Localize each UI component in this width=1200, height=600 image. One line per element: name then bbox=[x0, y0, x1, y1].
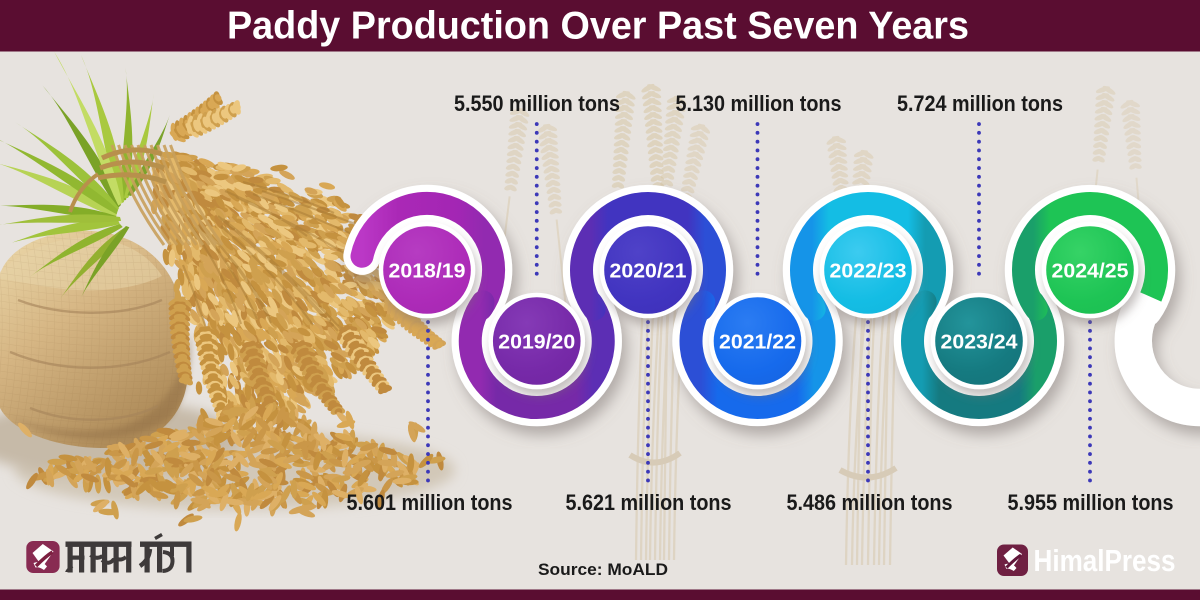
svg-text:HimalPress: HimalPress bbox=[1034, 543, 1176, 578]
svg-text:5.130 million tons: 5.130 million tons bbox=[676, 91, 842, 116]
svg-text:2021/22: 2021/22 bbox=[719, 330, 796, 353]
svg-text:2024/25: 2024/25 bbox=[1052, 259, 1129, 282]
svg-text:Paddy Production Over Past Sev: Paddy Production Over Past Seven Years bbox=[227, 5, 969, 48]
svg-text:2019/20: 2019/20 bbox=[498, 330, 575, 353]
svg-text:2022/23: 2022/23 bbox=[830, 259, 907, 282]
svg-text:5.724 million tons: 5.724 million tons bbox=[897, 91, 1063, 116]
svg-text:5.550 million tons: 5.550 million tons bbox=[454, 91, 620, 116]
svg-text:5.955 million tons: 5.955 million tons bbox=[1008, 490, 1174, 515]
svg-text:5.621 million tons: 5.621 million tons bbox=[566, 490, 732, 515]
svg-text:Source: MoALD: Source: MoALD bbox=[538, 560, 668, 579]
svg-text:2018/19: 2018/19 bbox=[389, 259, 466, 282]
svg-text:5.601 million tons: 5.601 million tons bbox=[347, 490, 513, 515]
svg-text:2020/21: 2020/21 bbox=[610, 259, 687, 282]
svg-text:2023/24: 2023/24 bbox=[941, 330, 1019, 353]
svg-text:5.486 million tons: 5.486 million tons bbox=[787, 490, 953, 515]
